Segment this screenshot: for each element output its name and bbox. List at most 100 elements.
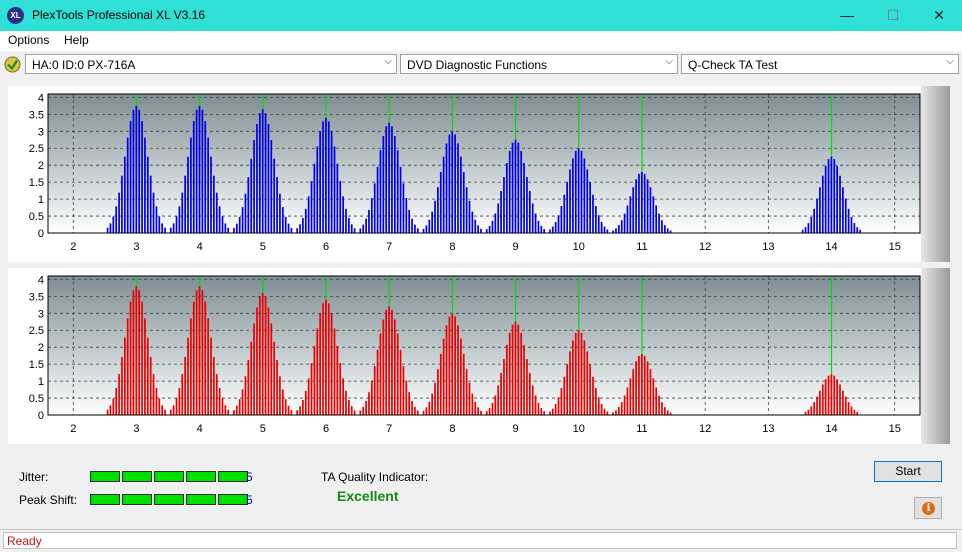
info-button[interactable]: i [914, 497, 942, 519]
status-bar: Ready [0, 529, 962, 552]
histogram-bar [388, 122, 390, 233]
histogram-bar [620, 220, 623, 233]
histogram-bar [250, 341, 253, 415]
histogram-bar [563, 376, 566, 415]
histogram-bar [325, 117, 327, 233]
histogram-bar [244, 376, 247, 415]
histogram-bar [210, 337, 212, 415]
start-button[interactable]: Start [874, 461, 942, 482]
histogram-bar [528, 372, 531, 415]
histogram-bar [543, 229, 546, 233]
histogram-bar [514, 139, 517, 233]
histogram-bar [399, 166, 402, 233]
histogram-bar [554, 403, 557, 415]
histogram-bar [121, 356, 123, 415]
histogram-bar [460, 338, 462, 415]
histogram-bar [333, 146, 336, 233]
histogram-bar [227, 409, 230, 415]
histogram-bar [560, 388, 563, 415]
histogram-bar [129, 121, 132, 233]
histogram-bar [551, 408, 554, 415]
histogram-bar [626, 387, 629, 415]
histogram-bar [500, 190, 502, 233]
histogram-bar [554, 221, 557, 233]
histogram-bar [520, 150, 523, 233]
histogram-bar [434, 382, 436, 415]
histogram-bar [307, 378, 310, 415]
histogram-bar [497, 203, 500, 233]
histogram-bar [345, 208, 347, 233]
histogram-bar [503, 359, 505, 415]
test-select[interactable]: Q-Check TA Test ⌵ [681, 54, 959, 74]
histogram-bar [210, 156, 212, 233]
histogram-bar [144, 318, 146, 415]
histogram-bar [302, 218, 304, 233]
menu-help[interactable]: Help [64, 33, 89, 47]
histogram-bar [451, 313, 454, 415]
histogram-bar [669, 230, 672, 233]
histogram-bar [115, 206, 118, 233]
histogram-bar [126, 318, 129, 415]
histogram-bar [460, 156, 462, 233]
histogram-bar [187, 337, 189, 415]
window-title: PlexTools Professional XL V3.16 [32, 8, 205, 22]
histogram-bar [462, 353, 465, 415]
histogram-bar [853, 409, 856, 415]
minimize-button[interactable]: — [840, 7, 854, 23]
histogram-bar [175, 216, 178, 233]
histogram-bar [313, 345, 316, 415]
histogram-bar [649, 187, 652, 233]
menu-options[interactable]: Options [8, 33, 50, 47]
histogram-bar [586, 351, 589, 415]
histogram-bar [853, 223, 856, 233]
histogram-bar [572, 158, 574, 233]
histogram-bar [287, 223, 290, 233]
histogram-bar [379, 150, 382, 233]
histogram-bar [348, 400, 350, 415]
histogram-bar [827, 375, 830, 415]
y-tick-label: 2.5 [29, 143, 44, 155]
histogram-bar [839, 384, 841, 415]
status-text: Ready [7, 534, 42, 548]
histogram-bar [457, 143, 459, 233]
histogram-bar [563, 194, 566, 233]
function-select[interactable]: DVD Diagnostic Functions ⌵ [400, 54, 678, 74]
y-tick-label: 3 [38, 126, 44, 138]
histogram-bar [836, 165, 838, 233]
drive-select[interactable]: HA:0 ID:0 PX-716A ⌵ [25, 54, 397, 74]
x-tick-label: 8 [449, 423, 455, 435]
y-tick-label: 3.5 [29, 109, 44, 121]
histogram-bar [638, 173, 640, 233]
histogram-bar [273, 158, 276, 233]
histogram-bar [141, 121, 143, 233]
y-tick-label: 4 [38, 92, 44, 104]
histogram-bar [368, 209, 370, 233]
histogram-bar [144, 137, 146, 233]
histogram-bar [172, 405, 175, 415]
histogram-bar [439, 171, 442, 233]
histogram-bar [304, 390, 307, 415]
histogram-bar [589, 364, 591, 415]
x-tick-label: 4 [197, 423, 203, 435]
histogram-bar [391, 309, 393, 415]
x-tick-label: 6 [323, 423, 329, 435]
histogram-bar [227, 227, 230, 233]
close-button[interactable]: ✕ [933, 7, 945, 23]
histogram-bar [402, 183, 405, 233]
histogram-bar [540, 225, 543, 233]
histogram-bar [333, 328, 336, 415]
histogram-bar [465, 187, 468, 233]
y-tick-label: 2 [38, 160, 44, 172]
histogram-bar [141, 301, 143, 415]
histogram-bar [626, 205, 629, 233]
histogram-bar [253, 323, 255, 415]
maximize-button[interactable]: ☐ [886, 7, 900, 23]
histogram-bar [115, 387, 118, 415]
histogram-bar [330, 131, 333, 233]
histogram-bar [859, 229, 861, 233]
histogram-bar [652, 196, 655, 233]
histogram-bar [517, 324, 520, 415]
y-tick-label: 1 [38, 376, 44, 388]
histogram-bar [847, 402, 850, 415]
histogram-bar [824, 165, 827, 233]
